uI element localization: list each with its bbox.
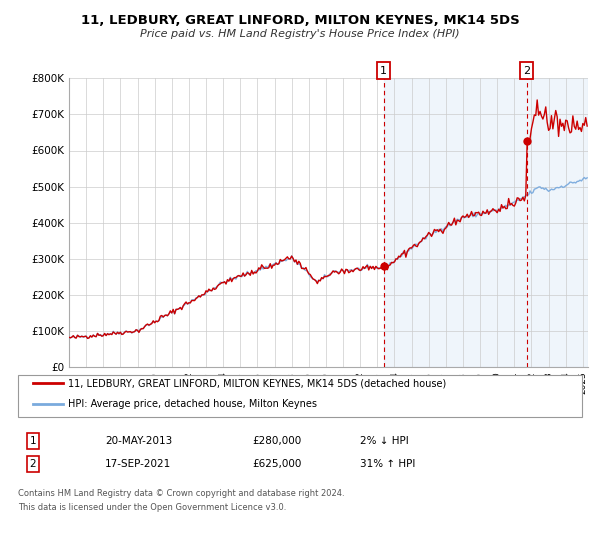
Text: 20-MAY-2013: 20-MAY-2013 — [105, 436, 172, 446]
Text: Price paid vs. HM Land Registry's House Price Index (HPI): Price paid vs. HM Land Registry's House … — [140, 29, 460, 39]
Text: 2: 2 — [523, 66, 530, 76]
Text: £625,000: £625,000 — [252, 459, 301, 469]
Text: 2% ↓ HPI: 2% ↓ HPI — [360, 436, 409, 446]
Bar — [384, 78, 588, 367]
Text: 2: 2 — [29, 459, 37, 469]
Text: Contains HM Land Registry data © Crown copyright and database right 2024.: Contains HM Land Registry data © Crown c… — [18, 489, 344, 498]
Text: 1: 1 — [29, 436, 37, 446]
Text: 11, LEDBURY, GREAT LINFORD, MILTON KEYNES, MK14 5DS (detached house): 11, LEDBURY, GREAT LINFORD, MILTON KEYNE… — [68, 378, 446, 388]
Text: HPI: Average price, detached house, Milton Keynes: HPI: Average price, detached house, Milt… — [68, 399, 317, 409]
Text: 11, LEDBURY, GREAT LINFORD, MILTON KEYNES, MK14 5DS: 11, LEDBURY, GREAT LINFORD, MILTON KEYNE… — [80, 14, 520, 27]
Text: £280,000: £280,000 — [252, 436, 301, 446]
Text: 17-SEP-2021: 17-SEP-2021 — [105, 459, 171, 469]
Text: 31% ↑ HPI: 31% ↑ HPI — [360, 459, 415, 469]
Text: 1: 1 — [380, 66, 388, 76]
Text: This data is licensed under the Open Government Licence v3.0.: This data is licensed under the Open Gov… — [18, 503, 286, 512]
